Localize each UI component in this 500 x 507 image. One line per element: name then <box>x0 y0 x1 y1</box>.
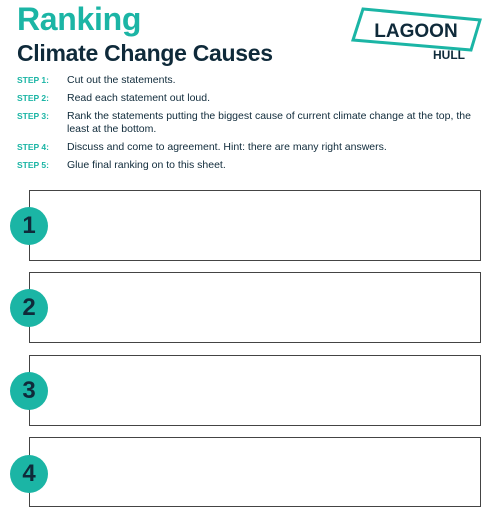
step-text: Cut out the statements. <box>67 74 176 86</box>
page-subtitle: Climate Change Causes <box>17 40 273 66</box>
step-5: STEP 5: Glue final ranking on to this sh… <box>17 159 477 172</box>
rank-number-badge: 1 <box>10 207 48 245</box>
rank-number-badge: 4 <box>10 455 48 493</box>
rank-number-badge: 3 <box>10 372 48 410</box>
step-text: Discuss and come to agreement. Hint: the… <box>67 140 387 153</box>
rank-box-3[interactable] <box>29 355 481 426</box>
rank-box-1[interactable] <box>29 190 481 261</box>
step-label: STEP 2: <box>17 93 49 103</box>
rank-box-4[interactable] <box>29 437 481 507</box>
logo-text-lagoon: LAGOON <box>374 21 457 42</box>
step-label: STEP 4: <box>17 141 49 152</box>
step-label: STEP 5: <box>17 159 49 170</box>
step-text: Glue final ranking on to this sheet. <box>67 158 226 171</box>
step-text: Rank the statements putting the biggest … <box>67 110 471 135</box>
rank-box-2[interactable] <box>29 272 481 343</box>
logo-text-hull: HULL <box>433 48 465 62</box>
step-1: STEP 1: Cut out the statements. <box>17 74 477 87</box>
step-label: STEP 3: <box>17 111 49 121</box>
step-4: STEP 4: Discuss and come to agreement. H… <box>17 141 477 154</box>
step-3: STEP 3: Rank the statements putting the … <box>17 110 477 135</box>
instructions-list: STEP 1: Cut out the statements. STEP 2: … <box>17 74 477 177</box>
step-2: STEP 2: Read each statement out loud. <box>17 92 477 105</box>
page-title: Ranking <box>17 1 142 37</box>
rank-number-badge: 2 <box>10 289 48 327</box>
step-text: Read each statement out loud. <box>67 92 211 104</box>
step-label: STEP 1: <box>17 75 49 85</box>
lagoon-hull-logo: LAGOON HULL <box>350 6 485 64</box>
